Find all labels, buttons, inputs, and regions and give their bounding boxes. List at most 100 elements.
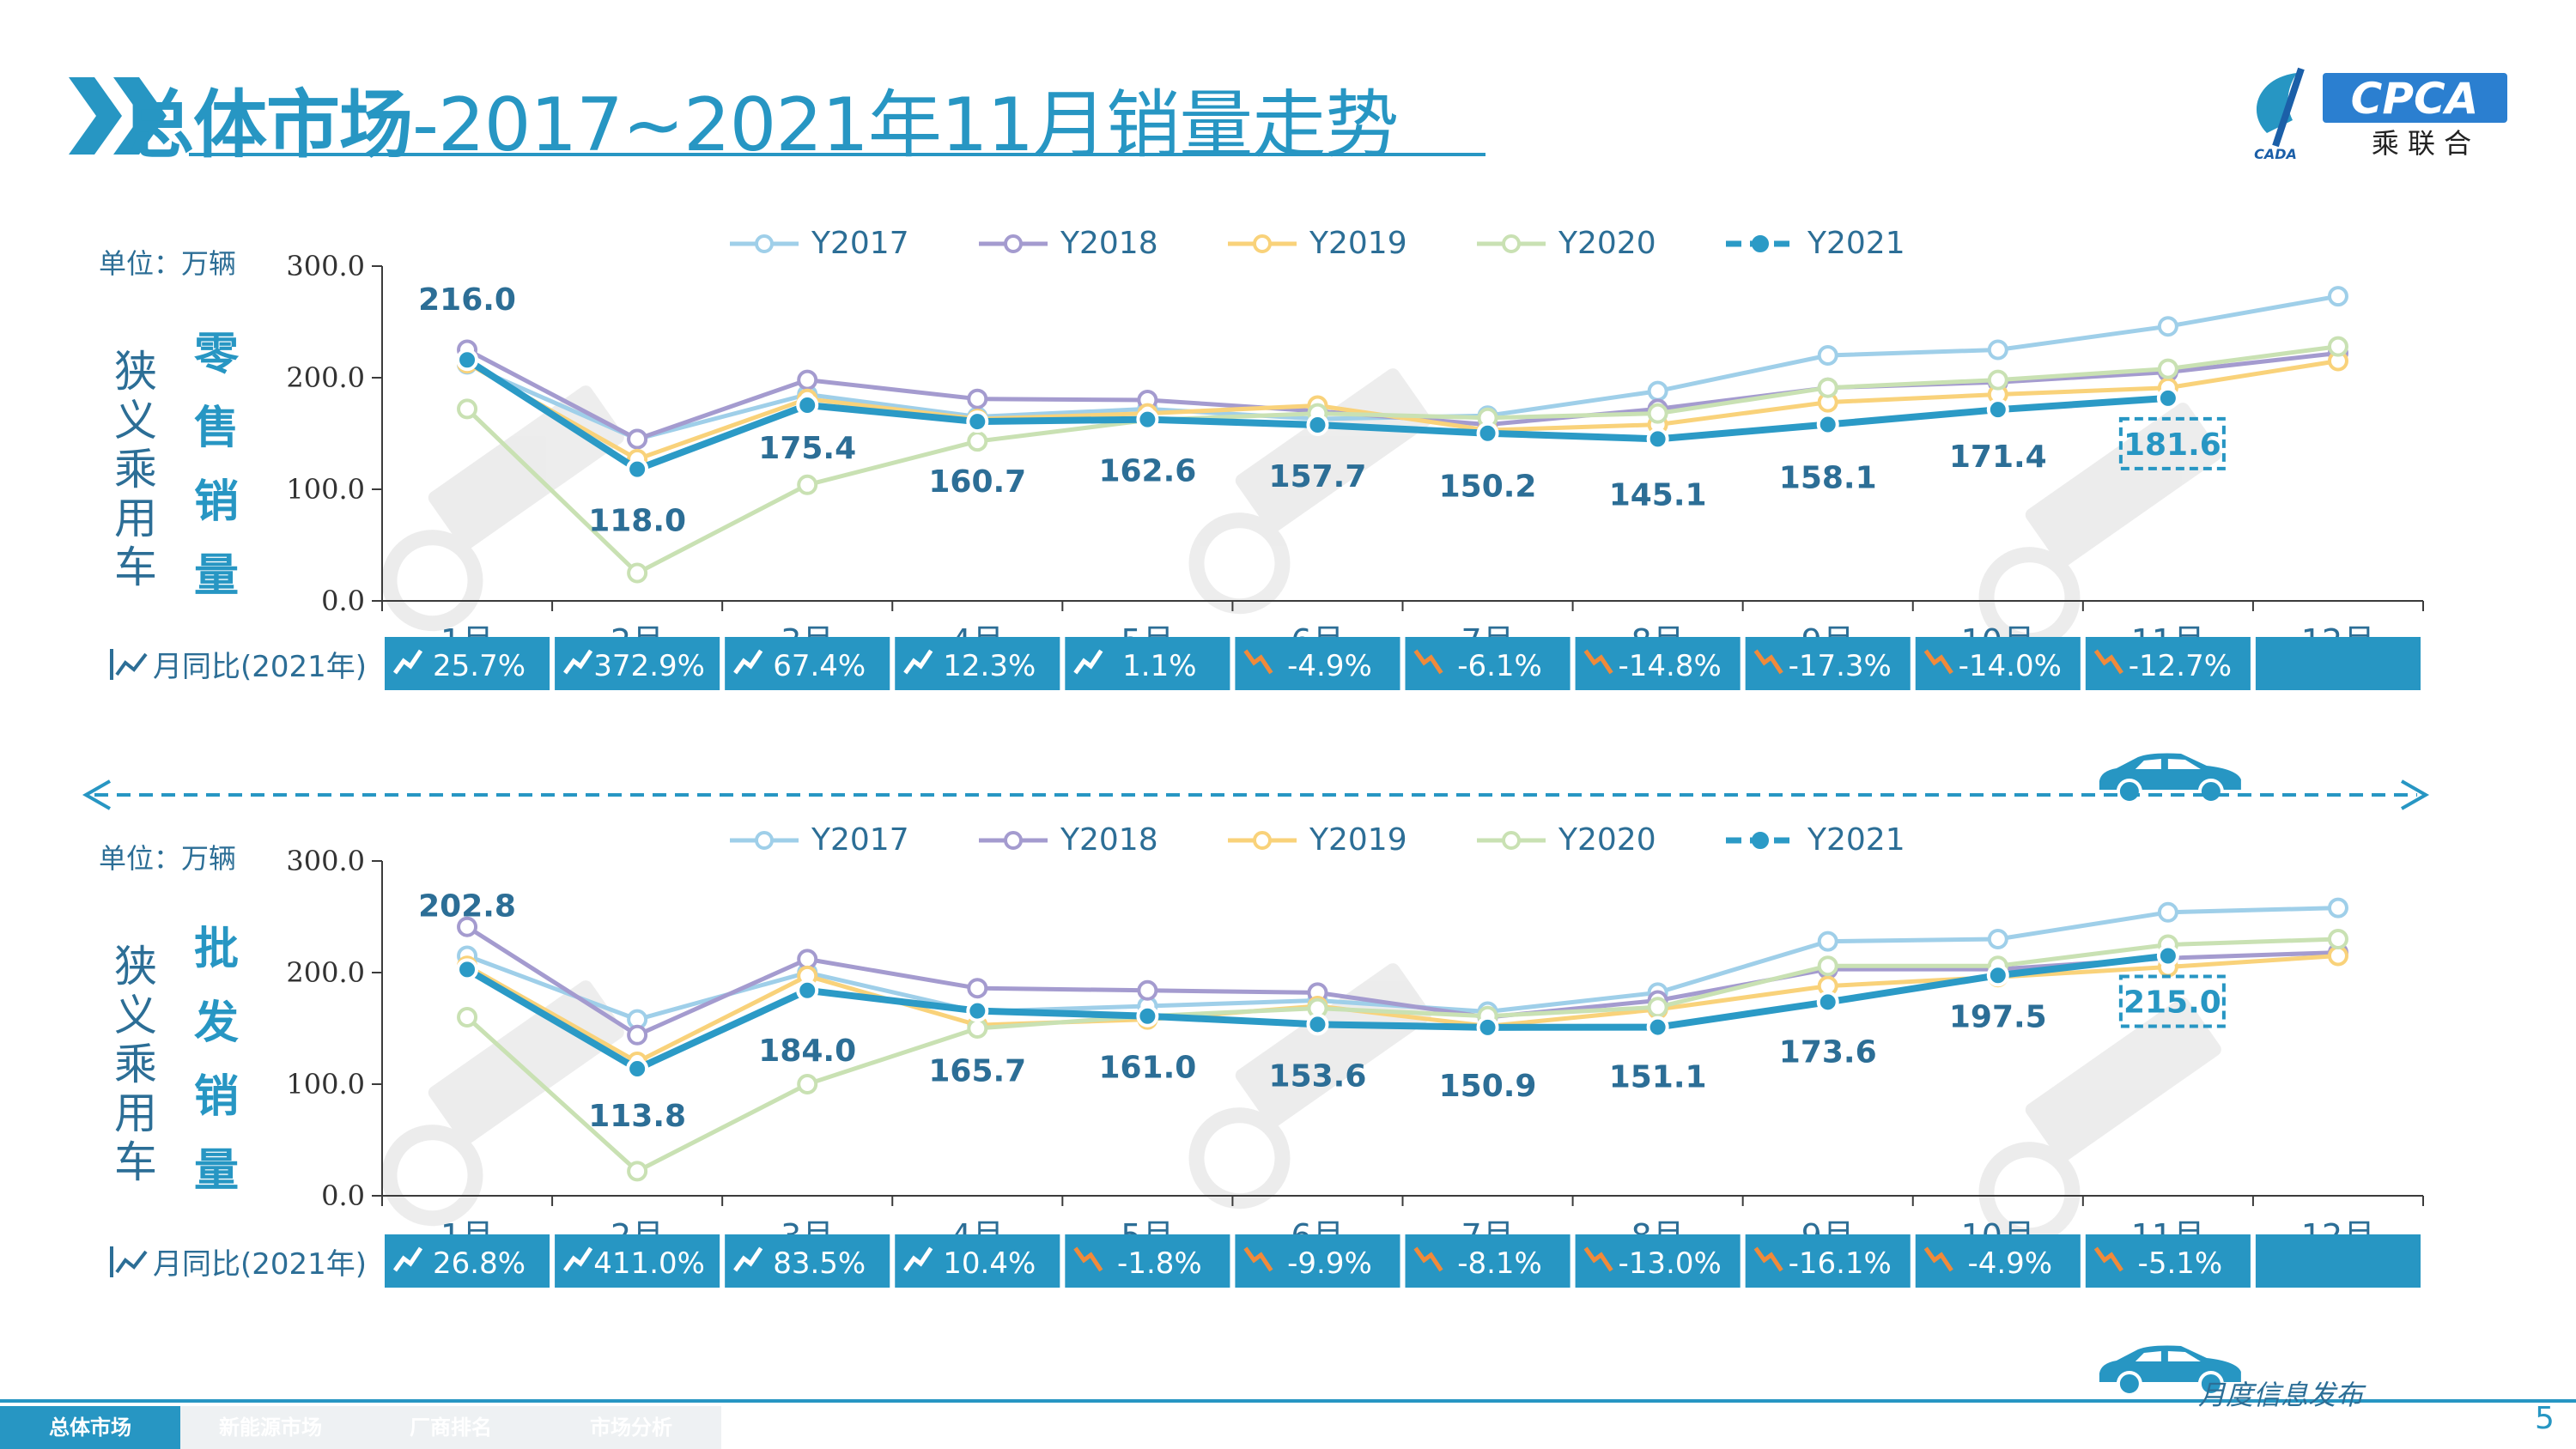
y-tick-label: 300.0 xyxy=(286,250,365,282)
series-point-Y2018 xyxy=(797,369,818,391)
series-point-Y2021 xyxy=(1816,991,1839,1014)
side-label-left-char: 车 xyxy=(114,543,157,592)
page-number: 5 xyxy=(2535,1401,2555,1436)
car-wheel xyxy=(2116,1371,2142,1397)
yoy-cell xyxy=(2255,637,2421,690)
series-point-Y2020 xyxy=(967,431,988,452)
series-point-Y2021 xyxy=(1306,413,1329,436)
series-point-Y2018 xyxy=(457,916,478,937)
series-point-Y2021 xyxy=(1306,1013,1329,1036)
tab-overall-market[interactable]: 总体市场 xyxy=(0,1406,180,1449)
legend-label: Y2018 xyxy=(1060,226,1158,261)
series-point-Y2017 xyxy=(2157,901,2178,923)
series-point-Y2020 xyxy=(457,398,478,420)
legend-label: Y2017 xyxy=(811,822,909,858)
data-label: 184.0 xyxy=(758,1034,856,1069)
tab-market-analysis[interactable]: 市场分析 xyxy=(541,1406,721,1449)
chart-panel-2: 单位：万辆狭义乘用车批发销量300.0200.0100.00.01月2月3月4月… xyxy=(99,822,2424,1397)
side-label-left-char: 狭 xyxy=(114,347,157,397)
data-label: 173.6 xyxy=(1779,1034,1877,1070)
data-label: 158.1 xyxy=(1779,460,1877,495)
yoy-value: -17.3% xyxy=(1789,649,1892,683)
side-label-left-char: 用 xyxy=(114,1088,157,1138)
yoy-value: 12.3% xyxy=(943,649,1036,683)
legend-marker xyxy=(1253,234,1272,253)
chart-panel-1: 单位：万辆狭义乘用车零售销量300.0200.0100.00.01月2月3月4月… xyxy=(99,226,2424,804)
series-point-Y2021 xyxy=(966,999,989,1022)
legend-label: Y2019 xyxy=(1309,226,1407,261)
yoy-value: -5.1% xyxy=(2138,1246,2223,1281)
watermark-circle xyxy=(1978,1142,2081,1244)
side-label-right-char: 量 xyxy=(194,550,239,602)
watermark-rect xyxy=(2025,403,2221,567)
unit-label: 单位：万辆 xyxy=(99,842,236,875)
up-arrow-icon xyxy=(392,1246,423,1272)
series-line-Y2020 xyxy=(465,344,2339,575)
watermark-circle xyxy=(381,530,483,632)
divider-arrow-right-icon xyxy=(2401,779,2430,810)
yoy-value: -16.1% xyxy=(1789,1246,1892,1281)
series-point-Y2021 xyxy=(1816,413,1839,436)
series-point-Y2018 xyxy=(627,1024,648,1046)
yoy-value: -13.0% xyxy=(1618,1246,1721,1281)
legend-marker xyxy=(1253,831,1272,850)
side-label-right-char: 售 xyxy=(194,403,239,454)
watermark-rect xyxy=(1235,368,1431,533)
series-point-Y2020 xyxy=(2157,358,2178,379)
up-arrow-icon xyxy=(903,649,933,675)
yoy-value: 83.5% xyxy=(773,1246,866,1281)
legend-marker xyxy=(1004,831,1023,850)
series-point-Y2021 xyxy=(456,349,479,372)
legend-label: Y2021 xyxy=(1807,822,1905,858)
legend-label: Y2020 xyxy=(1558,226,1656,261)
data-label: 153.6 xyxy=(1269,1058,1367,1094)
yoy-value: 10.4% xyxy=(943,1246,1036,1281)
panel-divider xyxy=(82,779,2430,810)
watermark-logo xyxy=(1978,997,2221,1244)
yoy-value: -9.9% xyxy=(1287,1246,1372,1281)
side-label-right-char: 批 xyxy=(194,924,239,975)
series-point-Y2021 xyxy=(626,458,649,481)
down-arrow-icon xyxy=(2093,649,2123,675)
down-arrow-icon xyxy=(1243,1246,1273,1272)
watermark-rect xyxy=(2025,997,2221,1162)
data-label: 150.9 xyxy=(1439,1069,1537,1104)
data-label: 165.7 xyxy=(928,1054,1026,1089)
series-point-Y2018 xyxy=(967,388,988,409)
down-arrow-icon xyxy=(2093,1246,2123,1272)
up-arrow-icon xyxy=(392,649,423,675)
logo-text: CPCA xyxy=(2351,74,2479,124)
down-arrow-icon xyxy=(1413,1246,1443,1272)
up-arrow-icon xyxy=(563,1246,593,1272)
series-point-Y2017 xyxy=(1647,380,1668,402)
trend-icon-line xyxy=(115,652,148,676)
data-label: 160.7 xyxy=(928,464,1026,500)
y-tick-label: 200.0 xyxy=(286,956,365,989)
down-arrow-icon xyxy=(1923,1246,1953,1272)
series-point-Y2017 xyxy=(2327,286,2348,307)
tab-oem-ranking[interactable]: 厂商排名 xyxy=(361,1406,541,1449)
series-point-Y2017 xyxy=(2157,316,2178,337)
car-icon xyxy=(2099,1345,2241,1397)
series-point-Y2020 xyxy=(1817,955,1838,977)
series-point-Y2020 xyxy=(1647,403,1668,424)
logo-sub: 乘 联 合 xyxy=(2372,127,2471,160)
series-point-Y2021 xyxy=(2156,386,2179,409)
tab-nev-market[interactable]: 新能源市场 xyxy=(180,1406,361,1449)
data-label: 175.4 xyxy=(758,431,856,466)
unit-label: 单位：万辆 xyxy=(99,247,236,280)
y-tick-label: 0.0 xyxy=(321,585,365,617)
footer-line xyxy=(0,1399,2576,1403)
series-point-Y2021 xyxy=(796,979,819,1002)
watermark-rect xyxy=(428,980,624,1145)
watermark-logo xyxy=(381,980,624,1227)
yoy-cell xyxy=(2255,1234,2421,1288)
yoy-value: -4.9% xyxy=(1967,1246,2052,1281)
legend-label: Y2017 xyxy=(811,226,909,261)
up-arrow-icon xyxy=(1073,649,1103,675)
series-point-Y2021 xyxy=(1136,408,1159,431)
yoy-value: 26.8% xyxy=(433,1246,526,1281)
legend-label: Y2020 xyxy=(1558,822,1656,858)
yoy-value: 411.0% xyxy=(593,1246,705,1281)
